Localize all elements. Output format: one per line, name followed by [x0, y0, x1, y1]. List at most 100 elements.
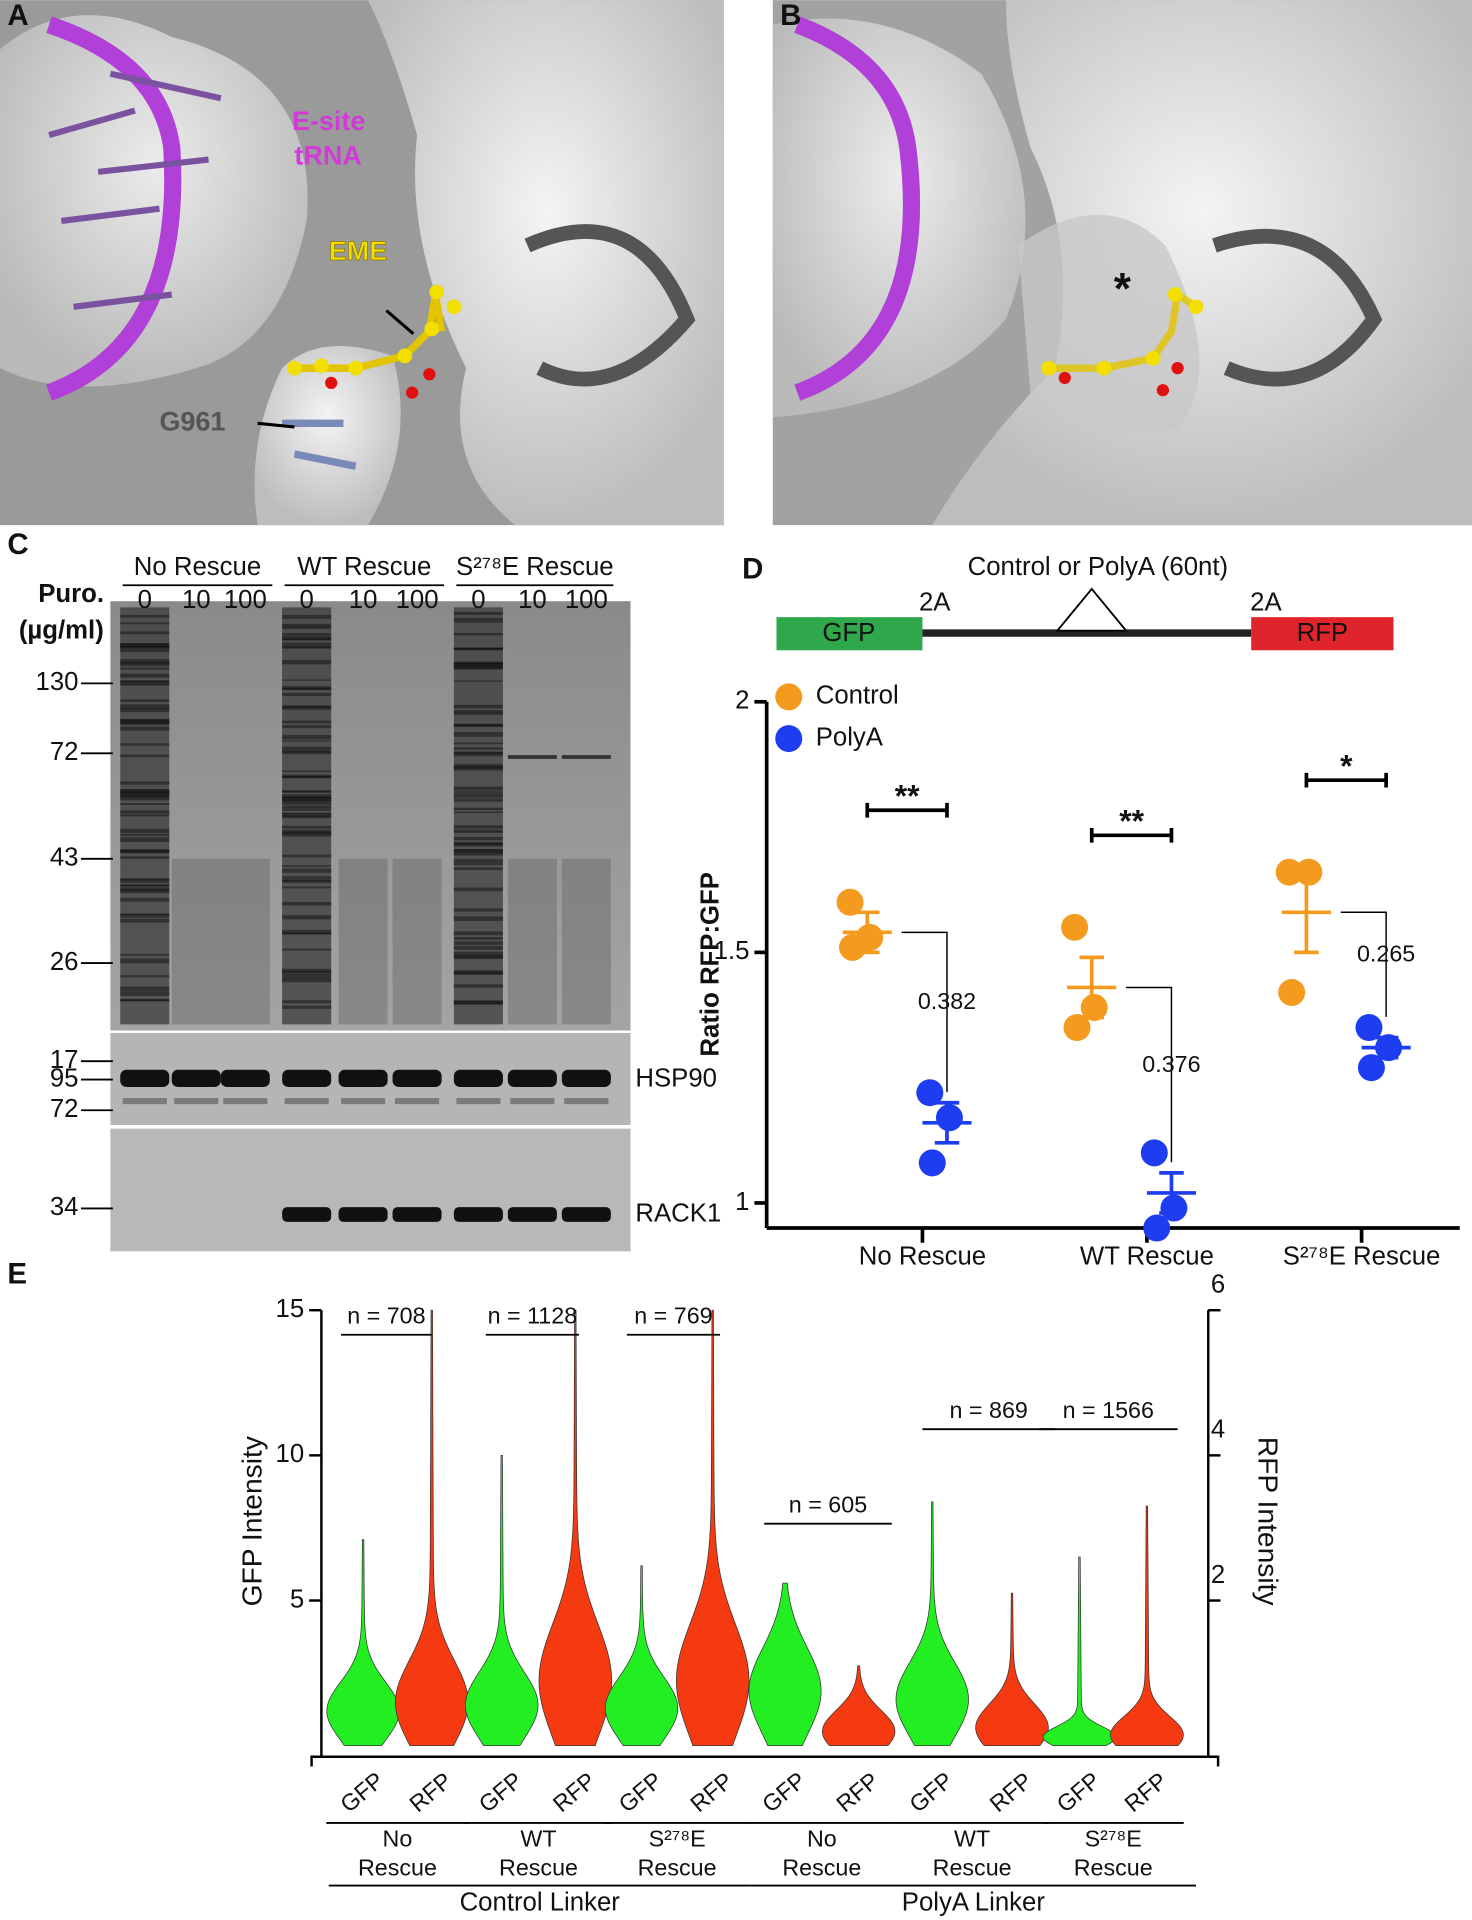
data-point: [916, 1079, 944, 1107]
dose-tick-label: 0: [471, 586, 485, 614]
ratio-label: 0.376: [1142, 1051, 1200, 1077]
dose-tick-label: 100: [565, 586, 608, 614]
data-point: [1355, 1014, 1383, 1042]
group-label: Rescue: [499, 1855, 578, 1881]
dose-tick-label: 10: [518, 586, 547, 614]
data-point: [1080, 994, 1108, 1022]
dose-tick-label: 100: [224, 586, 267, 614]
trna-label: E-site: [292, 106, 365, 136]
dose-tick-label: 10: [349, 586, 378, 614]
panel-letter: C: [7, 528, 28, 561]
x-tick-label: GFP: [335, 1767, 388, 1818]
n-label: n = 1128: [488, 1303, 578, 1329]
marker-label: 72: [50, 1095, 79, 1123]
blot-label: HSP90: [635, 1064, 717, 1092]
blot-band: [564, 1098, 609, 1105]
violin: [395, 1309, 469, 1747]
base-label: G961: [159, 406, 225, 436]
data-point: [918, 1149, 946, 1177]
data-point: [1275, 858, 1303, 886]
group-label: No: [383, 1825, 413, 1851]
blot-band: [392, 1207, 442, 1222]
lane-smear: [561, 858, 611, 1025]
insert-triangle: [1055, 587, 1129, 632]
violin: [326, 1539, 400, 1747]
x-tick-label: S²⁷⁸E Rescue: [1283, 1242, 1441, 1270]
legend-label: Control: [816, 682, 899, 710]
blot-band: [507, 1069, 557, 1087]
panel-letter: E: [7, 1258, 27, 1291]
group-label: Rescue: [1074, 1855, 1153, 1881]
construct-gfp: [776, 617, 923, 651]
violin: [1042, 1556, 1117, 1747]
group-label: WT: [954, 1825, 990, 1851]
x-tick-label: RFP: [404, 1767, 456, 1817]
density-mark: *: [1114, 265, 1132, 314]
structure-image-b: [772, 0, 1472, 526]
marker-label: 17: [50, 1046, 79, 1074]
blot-band: [122, 1098, 167, 1105]
blot-band: [510, 1098, 555, 1105]
data-point: [1140, 1139, 1168, 1167]
x-tick-label: RFP: [548, 1767, 600, 1817]
y-tick-label: 10: [276, 1440, 305, 1468]
error-bar: [1294, 870, 1319, 955]
x-tick-label: RFP: [985, 1767, 1037, 1817]
drug-label: EME: [329, 236, 387, 266]
x-tick-label: RFP: [1120, 1767, 1172, 1817]
x-axis: [310, 1755, 1220, 1767]
construct-text: 2A: [1250, 588, 1282, 616]
n-label: n = 769: [634, 1303, 712, 1329]
marker-label: 130: [36, 668, 79, 696]
violin: [822, 1665, 896, 1747]
data-point: [1063, 1014, 1091, 1042]
panel-letter: A: [7, 0, 28, 32]
group-label: Rescue: [933, 1855, 1012, 1881]
error-bar: [1373, 1035, 1399, 1060]
significance-label: *: [1340, 747, 1353, 783]
significance-bracket: [1089, 827, 1174, 843]
blot-background: [110, 1128, 631, 1252]
y-tick-label: 5: [290, 1585, 304, 1613]
blot-band: [284, 1098, 329, 1105]
lane-smear: [392, 858, 442, 1025]
blot-band: [120, 1069, 170, 1087]
x-tick-label: GFP: [1052, 1767, 1105, 1818]
y-axis-title: Ratio RFP:GFP: [696, 872, 724, 1057]
significance-bracket: [865, 802, 949, 818]
error-bar: [854, 910, 880, 955]
x-tick-label: RFP: [685, 1767, 737, 1817]
group-label: S²⁷⁸E: [1085, 1825, 1142, 1851]
significance-label: **: [1119, 802, 1144, 838]
ratio-connector: [1340, 911, 1387, 1017]
blot-band: [453, 1207, 503, 1222]
data-point: [935, 1104, 963, 1132]
violin: [895, 1501, 969, 1747]
construct-title: Control or PolyA (60nt): [968, 553, 1228, 581]
lane-smear: [171, 858, 221, 1025]
y2-axis-title: RFP Intensity: [1252, 1437, 1284, 1607]
data-point: [1357, 1054, 1385, 1082]
violin: [464, 1454, 539, 1747]
blot-band: [341, 1098, 386, 1105]
marker-label: 34: [50, 1193, 79, 1221]
x-tick-label: RFP: [831, 1767, 883, 1817]
marker-label: 95: [50, 1064, 79, 1092]
y-tick-label: 2: [735, 687, 749, 715]
ratio-label: 0.265: [1357, 941, 1415, 967]
y2-tick-label: 6: [1211, 1270, 1225, 1298]
error-bar: [1079, 955, 1104, 1020]
x-tick-label: GFP: [474, 1767, 527, 1818]
blot-band: [171, 1069, 221, 1087]
violin: [538, 1309, 613, 1747]
blot-band: [507, 1207, 557, 1222]
dose-label: (µg/ml): [19, 617, 104, 645]
y-tick-label: 15: [276, 1295, 305, 1323]
panel-letter: D: [742, 552, 763, 585]
blot-band: [338, 1069, 388, 1087]
violin: [748, 1582, 822, 1747]
dose-tick-label: 0: [138, 586, 152, 614]
data-point: [1061, 913, 1089, 941]
